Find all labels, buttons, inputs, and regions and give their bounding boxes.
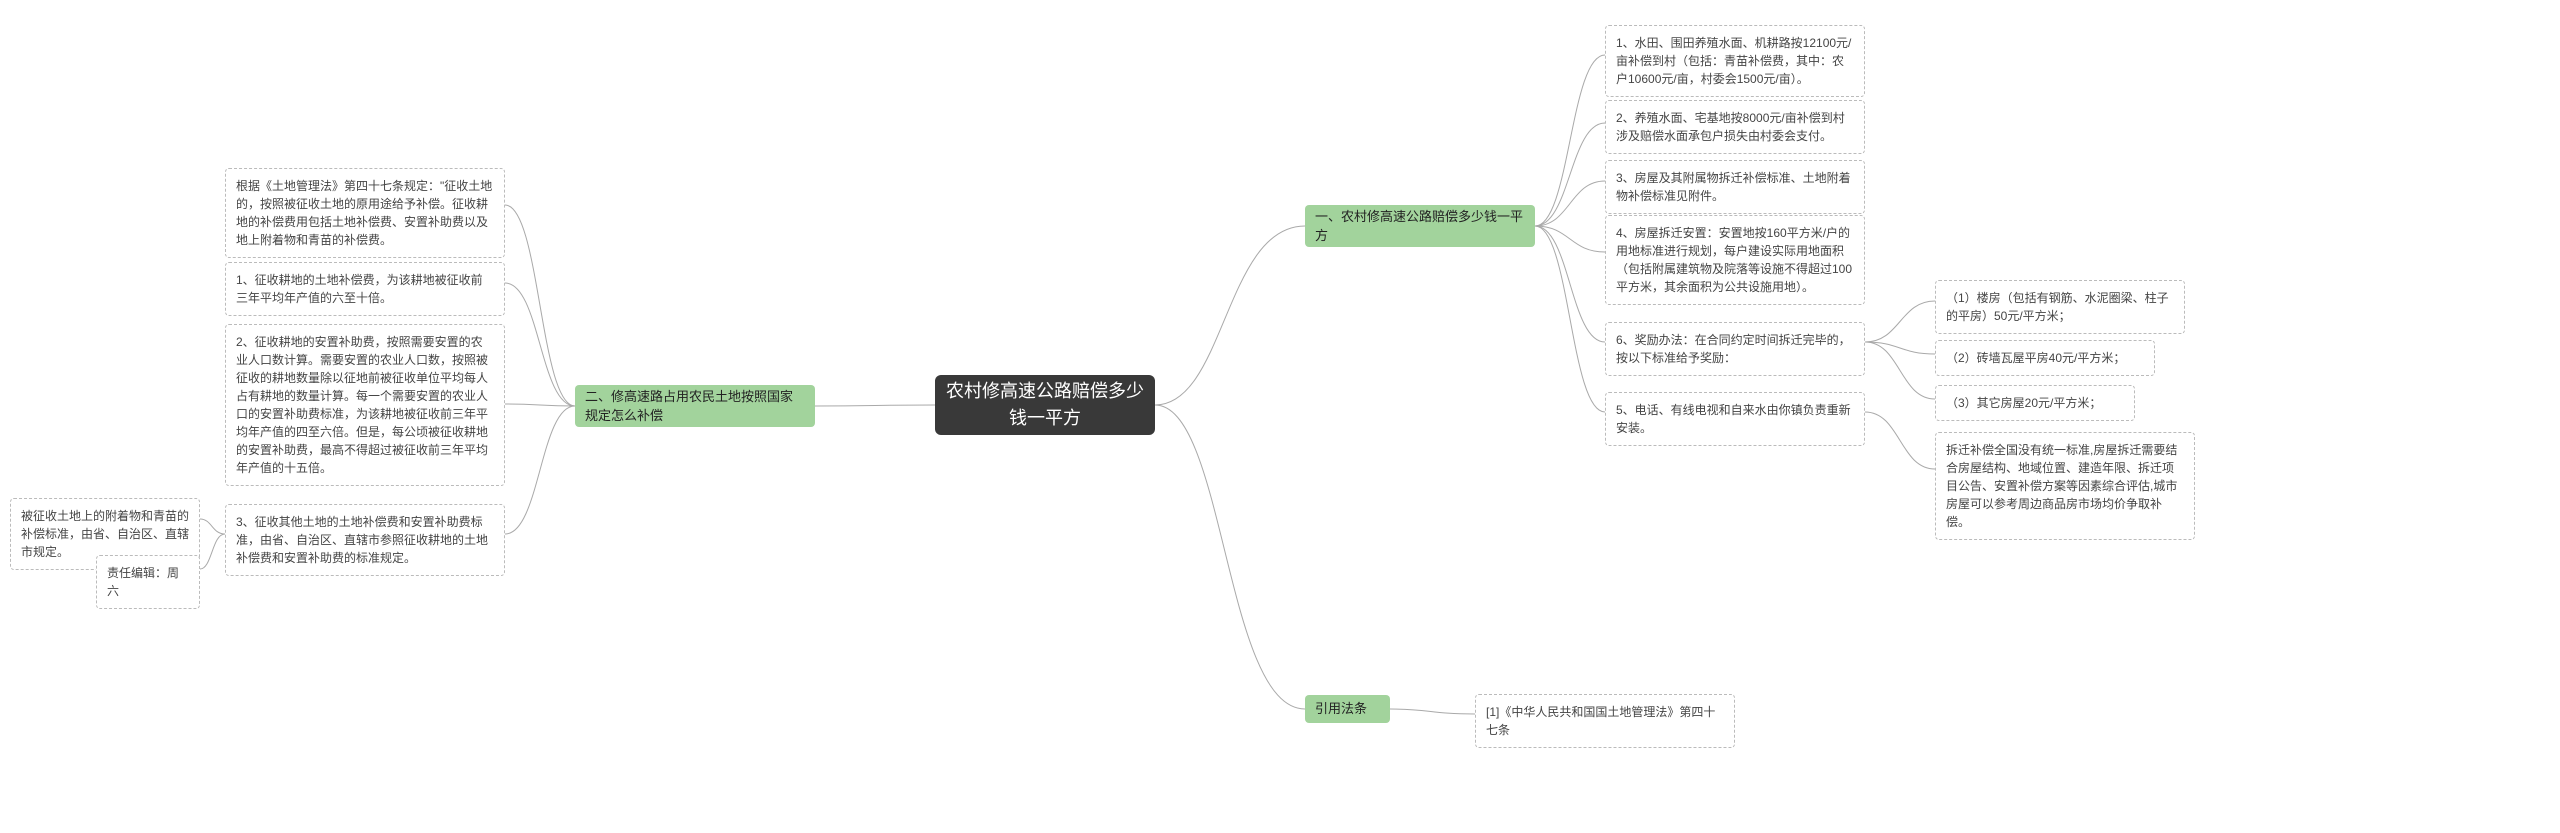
leaf-text: 2、养殖水面、宅基地按8000元/亩补偿到村涉及赔偿水面承包户损失由村委会支付。: [1616, 111, 1845, 143]
leaf-text: 5、电话、有线电视和自来水由你镇负责重新安装。: [1616, 403, 1851, 435]
leaf-text: 1、水田、围田养殖水面、机耕路按12100元/亩补偿到村（包括：青苗补偿费，其中…: [1616, 36, 1851, 86]
leaf-1-1: 1、水田、围田养殖水面、机耕路按12100元/亩补偿到村（包括：青苗补偿费，其中…: [1605, 25, 1865, 97]
leaf-1-2: 2、养殖水面、宅基地按8000元/亩补偿到村涉及赔偿水面承包户损失由村委会支付。: [1605, 100, 1865, 154]
leaf-text: 根据《土地管理法》第四十七条规定："征收土地的，按照被征收土地的原用途给予补偿。…: [236, 179, 492, 247]
leaf-1-6-2: （2）砖墙瓦屋平房40元/平方米；: [1935, 340, 2155, 376]
leaf-2-3-b: 责任编辑：周六: [96, 555, 200, 609]
leaf-text: 被征收土地上的附着物和青苗的补偿标准，由省、自治区、直辖市规定。: [21, 509, 189, 559]
leaf-2-0: 根据《土地管理法》第四十七条规定："征收土地的，按照被征收土地的原用途给予补偿。…: [225, 168, 505, 258]
branch-citation: 引用法条: [1305, 695, 1390, 723]
leaf-1-3: 3、房屋及其附属物拆迁补偿标准、土地附着物补偿标准见附件。: [1605, 160, 1865, 214]
leaf-1-6-1: （1）楼房（包括有钢筋、水泥圈梁、柱子的平房）50元/平方米；: [1935, 280, 2185, 334]
leaf-1-6: 6、奖励办法：在合同约定时间拆迁完毕的，按以下标准给予奖励：: [1605, 322, 1865, 376]
leaf-3-1: [1]《中华人民共和国国土地管理法》第四十七条: [1475, 694, 1735, 748]
leaf-text: 3、房屋及其附属物拆迁补偿标准、土地附着物补偿标准见附件。: [1616, 171, 1851, 203]
leaf-text: 2、征收耕地的安置补助费，按照需要安置的农业人口数计算。需要安置的农业人口数，按…: [236, 335, 488, 475]
leaf-text: （3）其它房屋20元/平方米；: [1946, 396, 2101, 410]
leaf-text: 3、征收其他土地的土地补偿费和安置补助费标准，由省、自治区、直辖市参照征收耕地的…: [236, 515, 488, 565]
leaf-2-2: 2、征收耕地的安置补助费，按照需要安置的农业人口数计算。需要安置的农业人口数，按…: [225, 324, 505, 486]
branch-label: 二、修高速路占用农民土地按照国家规定怎么补偿: [585, 387, 805, 426]
branch-label: 引用法条: [1315, 699, 1367, 719]
leaf-text: 责任编辑：周六: [107, 566, 179, 598]
branch-label: 一、农村修高速公路赔偿多少钱一平方: [1315, 207, 1525, 246]
leaf-text: [1]《中华人民共和国国土地管理法》第四十七条: [1486, 705, 1715, 737]
leaf-1-6-3: （3）其它房屋20元/平方米；: [1935, 385, 2135, 421]
root-label: 农村修高速公路赔偿多少钱一平方: [945, 378, 1145, 432]
leaf-text: 1、征收耕地的土地补偿费，为该耕地被征收前三年平均年产值的六至十倍。: [236, 273, 483, 305]
leaf-text: （2）砖墙瓦屋平房40元/平方米；: [1946, 351, 2125, 365]
leaf-1-5: 5、电话、有线电视和自来水由你镇负责重新安装。: [1605, 392, 1865, 446]
leaf-2-3: 3、征收其他土地的土地补偿费和安置补助费标准，由省、自治区、直辖市参照征收耕地的…: [225, 504, 505, 576]
leaf-2-1: 1、征收耕地的土地补偿费，为该耕地被征收前三年平均年产值的六至十倍。: [225, 262, 505, 316]
leaf-text: （1）楼房（包括有钢筋、水泥圈梁、柱子的平房）50元/平方米；: [1946, 291, 2169, 323]
leaf-text: 拆迁补偿全国没有统一标准,房屋拆迁需要结合房屋结构、地域位置、建造年限、拆迁项目…: [1946, 443, 2177, 529]
branch-section-2: 二、修高速路占用农民土地按照国家规定怎么补偿: [575, 385, 815, 427]
leaf-1-4: 4、房屋拆迁安置：安置地按160平方米/户的用地标准进行规划，每户建设实际用地面…: [1605, 215, 1865, 305]
leaf-1-extra: 拆迁补偿全国没有统一标准,房屋拆迁需要结合房屋结构、地域位置、建造年限、拆迁项目…: [1935, 432, 2195, 540]
leaf-text: 6、奖励办法：在合同约定时间拆迁完毕的，按以下标准给予奖励：: [1616, 333, 1851, 365]
leaf-text: 4、房屋拆迁安置：安置地按160平方米/户的用地标准进行规划，每户建设实际用地面…: [1616, 226, 1852, 294]
mindmap-root: 农村修高速公路赔偿多少钱一平方: [935, 375, 1155, 435]
branch-section-1: 一、农村修高速公路赔偿多少钱一平方: [1305, 205, 1535, 247]
